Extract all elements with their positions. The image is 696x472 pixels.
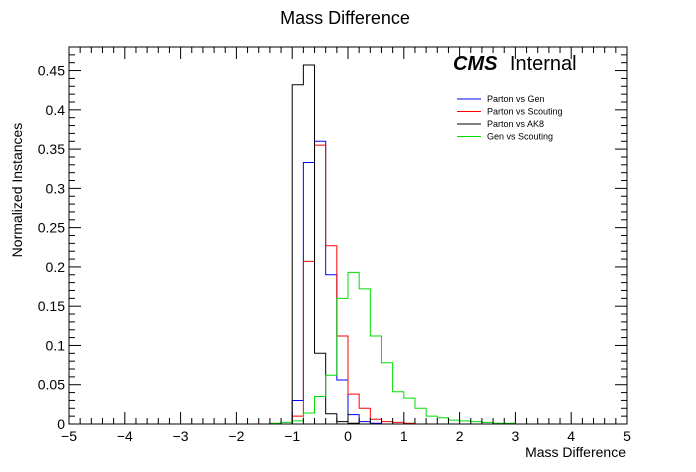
histogram-bin — [326, 275, 337, 424]
legend-item: Gen vs Scouting — [457, 132, 553, 142]
x-tick-label: −5 — [61, 428, 77, 444]
histogram-bin — [303, 162, 314, 424]
histogram-bin — [359, 289, 370, 424]
y-tick-label: 0.45 — [38, 63, 65, 79]
histogram-bin — [326, 246, 337, 424]
histogram-bin — [426, 416, 437, 424]
legend-label: Parton vs Gen — [487, 94, 545, 104]
y-tick-label: 0.4 — [46, 102, 66, 118]
histogram-bin — [292, 416, 303, 424]
legend-label: Parton vs AK8 — [487, 119, 544, 129]
x-tick-label: 0 — [344, 428, 352, 444]
x-tick-label: −2 — [228, 428, 244, 444]
histogram-bin — [303, 413, 314, 424]
y-axis: 0 0.05 0.1 0.15 0.2 0.25 0.3 0.35 0.4 0.45 — [38, 46, 627, 432]
x-tick-label: −1 — [284, 428, 300, 444]
y-tick-label: 0 — [57, 416, 65, 432]
x-tick-label: 1 — [400, 428, 408, 444]
cms-label-bold: CMS — [453, 53, 498, 75]
histogram-bin — [381, 363, 392, 424]
series-line — [269, 271, 516, 424]
y-tick-label: 0.2 — [46, 259, 66, 275]
x-tick-label: −3 — [173, 428, 189, 444]
y-tick-label: 0.1 — [46, 337, 66, 353]
series-line — [291, 144, 416, 424]
x-tick-label: 3 — [512, 428, 520, 444]
histogram-bin — [315, 397, 326, 424]
histogram-bin — [337, 380, 348, 424]
histogram-bin — [348, 272, 359, 424]
legend-item: Parton vs Gen — [457, 94, 545, 104]
chart-title: Mass Difference — [280, 8, 410, 28]
histogram-bin — [303, 65, 314, 424]
histogram-bin — [292, 85, 303, 424]
histogram-bin — [348, 394, 359, 424]
histogram-bin — [326, 375, 337, 424]
cms-label-normal: Internal — [510, 53, 577, 75]
legend-item: Parton vs AK8 — [457, 119, 544, 129]
plot-area: −5 −4 −3 −2 −1 0 1 2 3 4 5 0 0.05 0.1 0.15 0.2 0.25 0.3 0.… — [38, 46, 631, 444]
histogram-bin — [404, 398, 415, 424]
y-tick-label: 0.05 — [38, 377, 65, 393]
cms-label: CMS Internal — [453, 53, 577, 75]
legend: Parton vs Gen Parton vs Scouting Parton vs… — [457, 94, 563, 142]
histogram-bin — [326, 414, 337, 424]
y-tick-label: 0.15 — [38, 298, 65, 314]
x-tick-label: 2 — [456, 428, 464, 444]
legend-item: Parton vs Scouting — [457, 107, 563, 117]
y-tick-label: 0.35 — [38, 141, 65, 157]
histogram-bin — [415, 408, 426, 424]
histogram-bin — [437, 418, 448, 424]
y-tick-label: 0.3 — [46, 180, 66, 196]
histogram-bin — [303, 261, 314, 424]
legend-label: Gen vs Scouting — [487, 132, 553, 142]
histogram-bin — [370, 336, 381, 424]
histogram-bin — [315, 145, 326, 424]
x-axis: −5 −4 −3 −2 −1 0 1 2 3 4 5 — [61, 47, 631, 444]
histogram-bin — [393, 392, 404, 424]
y-axis-title: Normalized Instances — [9, 123, 25, 258]
svg-text:CMS Internal: CMS Internal — [453, 53, 577, 75]
y-tick-label: 0.25 — [38, 220, 65, 236]
histogram-bin — [315, 141, 326, 424]
histogram-bin — [315, 353, 326, 424]
x-tick-label: 4 — [567, 428, 575, 444]
x-axis-title: Mass Difference — [525, 444, 626, 460]
x-tick-label: −4 — [117, 428, 133, 444]
histogram-bin — [348, 415, 359, 424]
histogram-bin — [337, 298, 348, 424]
legend-label: Parton vs Scouting — [487, 107, 563, 117]
x-tick-label: 5 — [623, 428, 631, 444]
histogram-bin — [448, 420, 459, 424]
